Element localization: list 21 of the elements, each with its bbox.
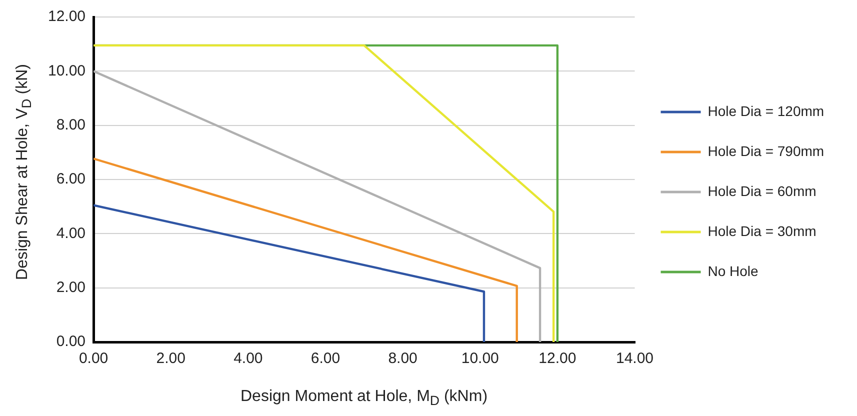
y-tick-label: 12.00 — [48, 8, 86, 26]
x-tick-label: 12.00 — [538, 350, 576, 368]
x-tick-label: 0.00 — [78, 350, 108, 368]
y-tick-label: 2.00 — [56, 278, 86, 296]
x-axis-title: Design Moment at Hole, M$_{D}$ (kNm) — [239, 388, 489, 408]
legend-label: Hole Dia = 30mm — [708, 222, 816, 239]
y-tick-label: 8.00 — [56, 116, 86, 134]
x-tick-label: 6.00 — [310, 350, 340, 368]
x-tick-label: 2.00 — [156, 350, 186, 368]
x-tick-label: 8.00 — [388, 350, 418, 368]
legend-label: Hole Dia = 790mm — [708, 142, 824, 159]
x-tick-label: 14.00 — [616, 350, 654, 368]
legend-label: No Hole — [708, 262, 759, 279]
x-tick-label: 4.00 — [234, 350, 263, 368]
legend-label: Hole Dia = 60mm — [708, 182, 816, 199]
y-tick-label: 10.00 — [48, 62, 86, 80]
y-tick-label: 0.00 — [56, 333, 86, 350]
y-tick-label: 6.00 — [56, 170, 86, 188]
legend-label: Hole Dia = 120mm — [708, 102, 824, 119]
x-tick-label: 10.00 — [461, 350, 499, 368]
y-tick-label: 4.00 — [56, 224, 86, 242]
